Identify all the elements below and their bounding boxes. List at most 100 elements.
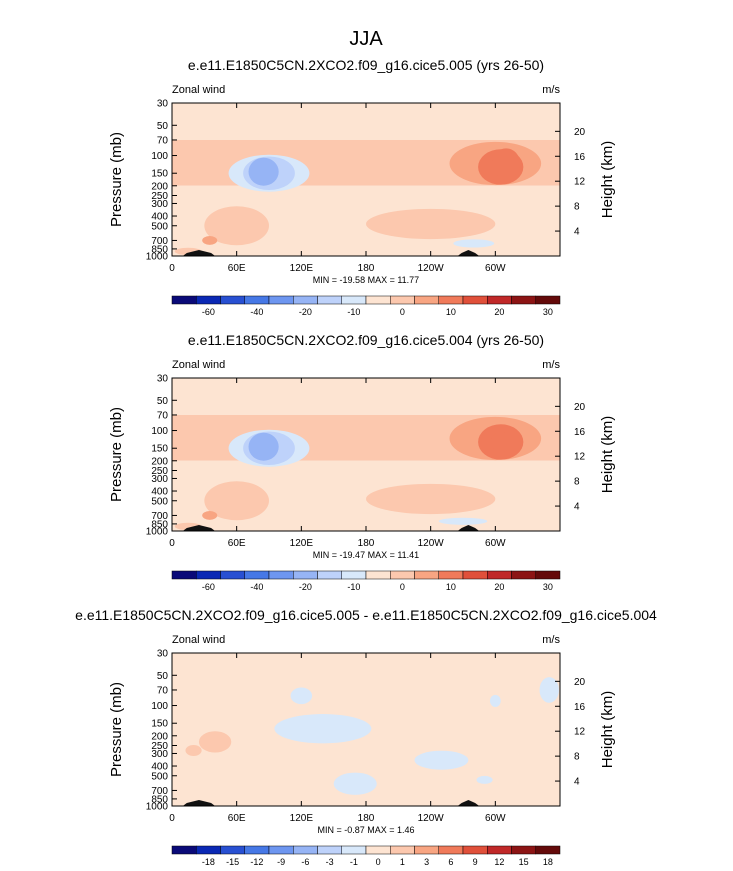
colorbar-label: -40 — [250, 307, 263, 317]
contour-field — [172, 103, 560, 256]
pressure-tick-label: 400 — [151, 487, 168, 498]
colorbar-swatch — [268, 295, 294, 305]
height-tick-label: 12 — [574, 177, 586, 188]
contour-region — [202, 236, 218, 245]
contour-band — [172, 378, 560, 415]
pressure-tick-label: 850 — [151, 519, 168, 530]
colorbar-swatch — [535, 295, 561, 305]
pressure-tick-label: 850 — [151, 244, 168, 255]
pressure-tick-label: 100 — [151, 426, 168, 437]
height-tick-label: 4 — [574, 777, 580, 788]
colorbar-swatch — [293, 845, 318, 855]
pressure-tick-label: 30 — [157, 649, 169, 660]
colorbar-swatch — [317, 295, 342, 305]
contour-region — [248, 432, 279, 461]
colorbar-swatch — [220, 845, 245, 855]
pressure-tick-label: 850 — [151, 794, 168, 805]
min-max-stats: MIN = -19.58 MAX = 11.77 — [313, 275, 419, 285]
contour-region — [489, 694, 501, 708]
pressure-tick-label: 700 — [151, 236, 168, 247]
colorbar-swatch — [341, 295, 367, 305]
height-tick-label: 4 — [574, 502, 580, 513]
colorbar-label: -60 — [202, 582, 215, 592]
colorbar-label: -3 — [326, 857, 334, 867]
colorbar-label: 30 — [543, 307, 553, 317]
lon-tick-label: 120E — [290, 263, 314, 274]
panel-1: e.e11.E1850C5CN.2XCO2.f09_g16.cice5.005 … — [108, 57, 616, 317]
colorbar-label: 30 — [543, 582, 553, 592]
left-string: Zonal wind — [172, 84, 225, 96]
colorbar-label: 0 — [400, 307, 405, 317]
right-string: m/s — [542, 634, 560, 646]
terrain-mask — [457, 250, 480, 256]
height-tick-label: 16 — [574, 152, 586, 163]
pressure-tick-label: 1000 — [146, 802, 169, 813]
colorbar-swatch — [511, 570, 536, 580]
colorbar-label: 0 — [376, 857, 381, 867]
pressure-tick-label: 30 — [157, 99, 169, 110]
colorbar-label: -10 — [347, 582, 360, 592]
panel-title: e.e11.E1850C5CN.2XCO2.f09_g16.cice5.005 … — [188, 57, 544, 73]
colorbar-swatch — [365, 845, 391, 855]
right-string: m/s — [542, 84, 560, 96]
colorbar-swatch — [462, 845, 488, 855]
panels: e.e11.E1850C5CN.2XCO2.f09_g16.cice5.005 … — [75, 57, 657, 867]
colorbar-label: 10 — [446, 307, 456, 317]
height-tick-label: 8 — [574, 202, 580, 213]
pressure-tick-label: 150 — [151, 444, 168, 455]
height-tick-label: 20 — [574, 677, 586, 688]
contour-region — [198, 731, 232, 753]
colorbar-label: 3 — [424, 857, 429, 867]
contour-region — [248, 157, 279, 186]
colorbar-swatch — [438, 295, 464, 305]
colorbar-swatch — [268, 570, 294, 580]
height-tick-label: 12 — [574, 727, 586, 738]
pressure-tick-label: 50 — [157, 121, 169, 132]
colorbar-swatch — [244, 295, 270, 305]
colorbar-swatch — [171, 295, 197, 305]
contour-field — [172, 653, 560, 806]
y-axis-title: Pressure (mb) — [108, 132, 125, 227]
contour-region — [366, 483, 496, 515]
colorbar-swatch — [487, 570, 512, 580]
colorbar-swatch — [196, 845, 221, 855]
lon-tick-label: 120E — [290, 538, 314, 549]
colorbar-swatch — [365, 295, 391, 305]
lon-tick-label: 120W — [418, 538, 445, 549]
colorbar-label: -1 — [350, 857, 358, 867]
contour-field — [172, 378, 560, 531]
pressure-tick-label: 300 — [151, 749, 168, 760]
pressure-tick-label: 70 — [157, 410, 169, 421]
colorbar-swatch — [317, 570, 342, 580]
colorbar-swatch — [511, 845, 536, 855]
pressure-tick-label: 100 — [151, 151, 168, 162]
pressure-tick-label: 30 — [157, 374, 169, 385]
colorbar-label: -10 — [347, 307, 360, 317]
pressure-tick-label: 150 — [151, 719, 168, 730]
contour-region — [366, 208, 496, 240]
colorbar-swatch — [487, 295, 512, 305]
colorbar-label: -15 — [226, 857, 239, 867]
height-tick-label: 20 — [574, 127, 586, 138]
panel-3: e.e11.E1850C5CN.2XCO2.f09_g16.cice5.005 … — [75, 607, 657, 867]
contour-region — [202, 511, 218, 520]
colorbar-label: 12 — [494, 857, 504, 867]
colorbar-swatch — [462, 570, 488, 580]
y-axis-title: Pressure (mb) — [108, 682, 125, 777]
pressure-tick-label: 50 — [157, 671, 169, 682]
colorbar-swatch — [171, 570, 197, 580]
colorbar-swatch — [365, 570, 391, 580]
pressure-tick-label: 500 — [151, 496, 168, 507]
colorbar-swatch — [487, 845, 512, 855]
colorbar-swatch — [414, 570, 439, 580]
pressure-tick-label: 500 — [151, 221, 168, 232]
colorbar-label: 15 — [519, 857, 529, 867]
colorbar-label: -20 — [299, 582, 312, 592]
colorbar-label: 20 — [494, 582, 504, 592]
colorbar-swatch — [438, 845, 464, 855]
colorbar-swatch — [244, 845, 270, 855]
colorbar-label: -9 — [277, 857, 285, 867]
right-string: m/s — [542, 359, 560, 371]
colorbar-swatch — [535, 570, 561, 580]
